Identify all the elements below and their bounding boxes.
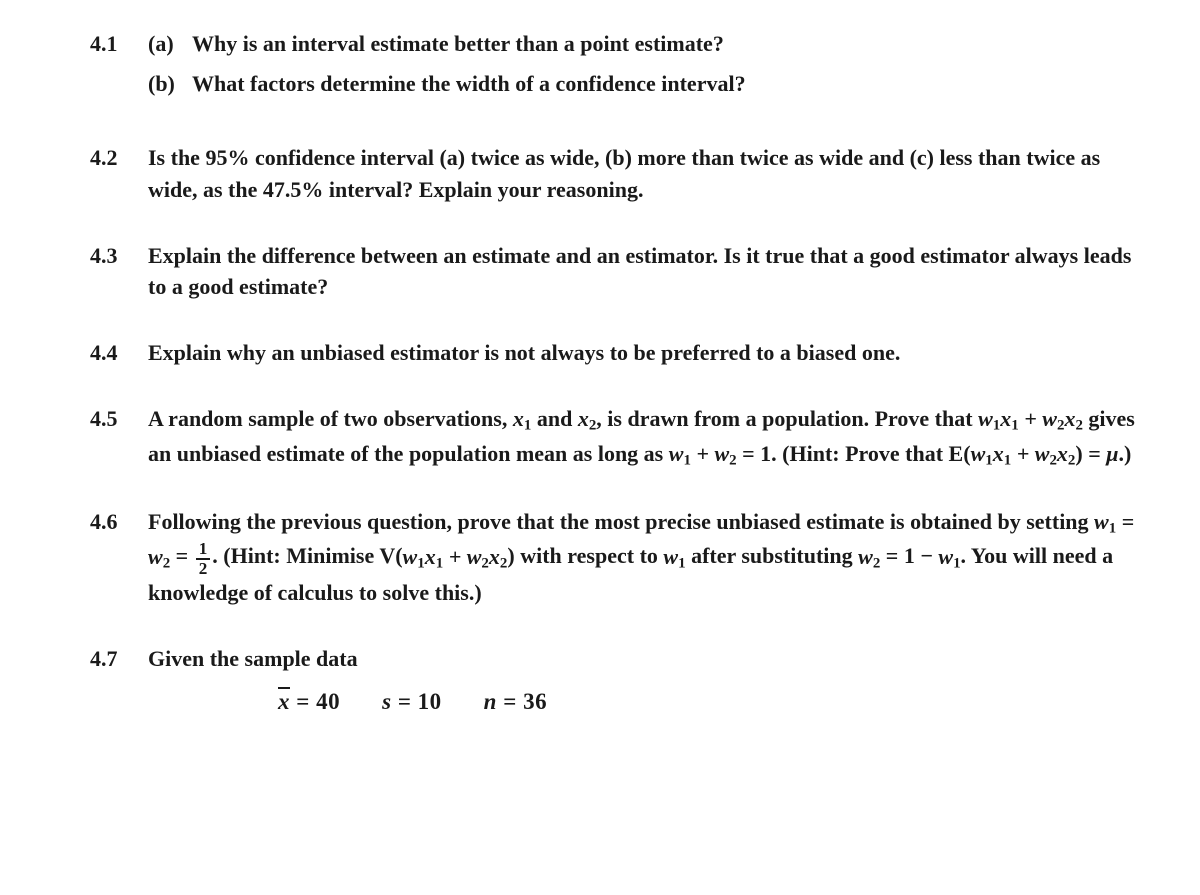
sub-text: What factors determine the width of a co… <box>192 68 746 100</box>
exercise-number: 4.6 <box>90 506 148 538</box>
exercise-text: Following the previous question, prove t… <box>148 506 1140 609</box>
exercise-4-7: 4.7 Given the sample data x = 40s = 10n … <box>90 643 1140 718</box>
sample-data-equation: x = 40s = 10n = 36 <box>148 685 1140 718</box>
sub-a: (a) Why is an interval estimate better t… <box>148 28 1140 60</box>
sub-b: (b) What factors determine the width of … <box>148 68 1140 100</box>
exercise-4-3: 4.3 Explain the difference between an es… <box>90 240 1140 304</box>
exercise-number: 4.2 <box>90 142 148 174</box>
exercise-text: A random sample of two observations, x1 … <box>148 403 1140 472</box>
exercise-number: 4.1 <box>90 28 148 60</box>
exercise-4-5: 4.5 A random sample of two observations,… <box>90 403 1140 472</box>
exercise-4-1: 4.1 (a) Why is an interval estimate bett… <box>90 28 1140 108</box>
exercise-number: 4.5 <box>90 403 148 435</box>
exercise-number: 4.7 <box>90 643 148 675</box>
sub-text: Why is an interval estimate better than … <box>192 28 724 60</box>
exercise-text: Explain why an unbiased estimator is not… <box>148 337 1140 369</box>
exercise-4-6: 4.6 Following the previous question, pro… <box>90 506 1140 609</box>
exercise-text: Is the 95% confidence interval (a) twice… <box>148 142 1140 206</box>
exercise-text: Given the sample data <box>148 643 1140 675</box>
exercise-text: Explain the difference between an estima… <box>148 240 1140 304</box>
exercise-4-2: 4.2 Is the 95% confidence interval (a) t… <box>90 142 1140 206</box>
exercise-body: (a) Why is an interval estimate better t… <box>148 28 1140 108</box>
exercise-body: Given the sample data x = 40s = 10n = 36 <box>148 643 1140 718</box>
sub-label: (b) <box>148 68 192 100</box>
exercise-4-4: 4.4 Explain why an unbiased estimator is… <box>90 337 1140 369</box>
exercise-number: 4.3 <box>90 240 148 272</box>
exercise-number: 4.4 <box>90 337 148 369</box>
exercise-page: 4.1 (a) Why is an interval estimate bett… <box>0 0 1200 895</box>
sub-label: (a) <box>148 28 192 60</box>
